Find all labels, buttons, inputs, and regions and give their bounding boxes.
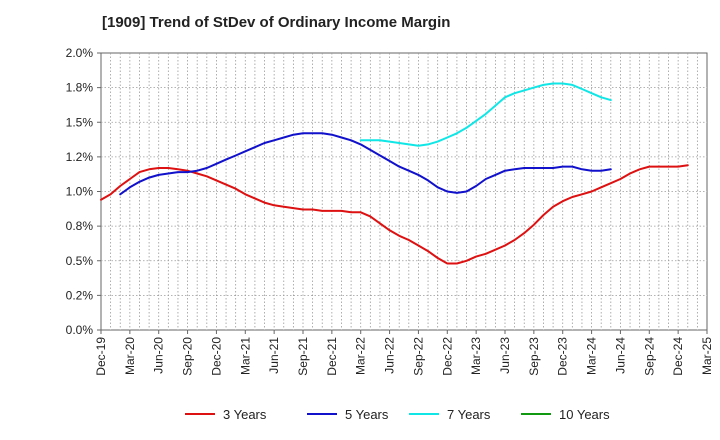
y-tick-label: 1.0% — [66, 185, 94, 199]
x-axis: Dec-19 Mar-20 Jun-20 Sep-20 Dec-20 Mar-21 Jun-… — [94, 330, 714, 376]
x-tick-label: Mar-25 — [700, 337, 714, 375]
legend-label-7-years: 7 Years — [447, 407, 491, 422]
legend-label-5-years: 5 Years — [345, 407, 389, 422]
x-tick-label: Dec-24 — [671, 337, 685, 376]
x-tick-label: Sep-24 — [642, 337, 656, 376]
x-tick-label: Mar-23 — [469, 337, 483, 375]
x-tick-label: Sep-21 — [296, 337, 310, 376]
x-tick-label: Jun-22 — [383, 337, 397, 374]
x-tick-label: Mar-24 — [585, 337, 599, 375]
legend: 3 Years 5 Years 7 Years 10 Years — [185, 407, 610, 422]
x-tick-label: Mar-20 — [123, 337, 137, 375]
y-tick-label: 0.5% — [66, 254, 94, 268]
x-tick-label: Mar-21 — [238, 337, 252, 375]
x-tick-label: Jun-24 — [613, 337, 627, 374]
x-tick-label: Jun-20 — [152, 337, 166, 374]
y-tick-label: 1.2% — [66, 150, 94, 164]
y-tick-label: 0.0% — [66, 323, 94, 337]
x-tick-label: Dec-20 — [209, 337, 223, 376]
y-tick-label: 1.8% — [66, 81, 94, 95]
series-line-5-years — [119, 132, 612, 196]
x-tick-label: Sep-23 — [527, 337, 541, 376]
x-tick-label: Dec-22 — [440, 337, 454, 376]
y-axis: 0.0% 0.2% 0.5% 0.8% 1.0% 1.2% 1.5% 1.8% 2.0% — [66, 46, 101, 337]
series-lines — [100, 82, 689, 265]
x-tick-label: Mar-22 — [354, 337, 368, 375]
x-tick-label: Dec-23 — [556, 337, 570, 376]
x-tick-label: Sep-20 — [181, 337, 195, 376]
y-tick-label: 0.8% — [66, 219, 94, 233]
legend-label-10-years: 10 Years — [559, 407, 610, 422]
x-tick-label: Jun-23 — [498, 337, 512, 374]
legend-label-3-years: 3 Years — [223, 407, 267, 422]
grid-lines — [101, 53, 707, 330]
series-line-3-years — [100, 164, 689, 265]
x-tick-label: Dec-21 — [325, 337, 339, 376]
y-tick-label: 1.5% — [66, 115, 94, 129]
y-tick-label: 2.0% — [66, 46, 94, 60]
chart-title: [1909] Trend of StDev of Ordinary Income… — [102, 14, 451, 31]
x-tick-label: Sep-22 — [411, 337, 425, 376]
series-line-7-years — [359, 82, 612, 147]
x-tick-label: Dec-19 — [94, 337, 108, 376]
x-tick-label: Jun-21 — [267, 337, 281, 374]
y-tick-label: 0.2% — [66, 288, 94, 302]
